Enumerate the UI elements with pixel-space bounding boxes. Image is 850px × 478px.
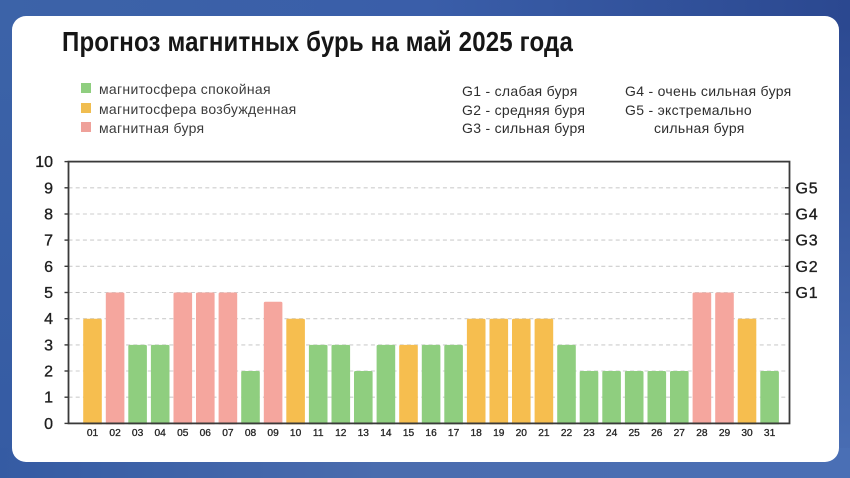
svg-text:1: 1 [44,390,53,407]
svg-text:05: 05 [177,428,189,439]
svg-text:8: 8 [44,207,53,224]
svg-text:20: 20 [516,428,528,439]
svg-text:14: 14 [380,428,392,439]
svg-text:11: 11 [313,428,324,439]
svg-text:26: 26 [651,428,663,439]
svg-text:4: 4 [44,311,53,328]
svg-text:10: 10 [290,428,302,439]
svg-text:9: 9 [44,180,53,197]
svg-text:23: 23 [583,428,595,439]
svg-text:28: 28 [696,428,708,439]
svg-text:21: 21 [538,428,550,439]
svg-text:19: 19 [493,428,505,439]
svg-text:10: 10 [35,154,53,171]
svg-text:30: 30 [741,428,753,439]
svg-text:G1: G1 [796,285,819,302]
svg-text:G4: G4 [796,207,819,224]
svg-text:03: 03 [132,428,144,439]
svg-text:31: 31 [764,428,776,439]
svg-text:5: 5 [44,285,53,302]
svg-text:25: 25 [629,428,641,439]
svg-text:27: 27 [674,428,686,439]
svg-text:2: 2 [44,364,53,381]
svg-text:04: 04 [155,428,167,439]
svg-text:24: 24 [606,428,618,439]
svg-text:02: 02 [109,428,121,439]
svg-text:12: 12 [335,428,347,439]
svg-text:22: 22 [561,428,573,439]
svg-text:G5: G5 [796,180,819,197]
svg-text:17: 17 [448,428,460,439]
svg-text:G2: G2 [796,259,819,276]
svg-text:07: 07 [222,428,234,439]
svg-text:3: 3 [44,337,53,354]
svg-text:13: 13 [358,428,370,439]
svg-text:6: 6 [44,259,53,276]
svg-text:0: 0 [44,416,53,433]
svg-text:18: 18 [471,428,483,439]
svg-text:09: 09 [267,428,279,439]
svg-text:08: 08 [245,428,257,439]
svg-text:G3: G3 [796,233,819,250]
svg-text:29: 29 [719,428,731,439]
svg-text:7: 7 [44,233,53,250]
svg-text:01: 01 [87,428,99,439]
svg-text:15: 15 [403,428,415,439]
svg-text:16: 16 [425,428,437,439]
svg-text:06: 06 [200,428,212,439]
